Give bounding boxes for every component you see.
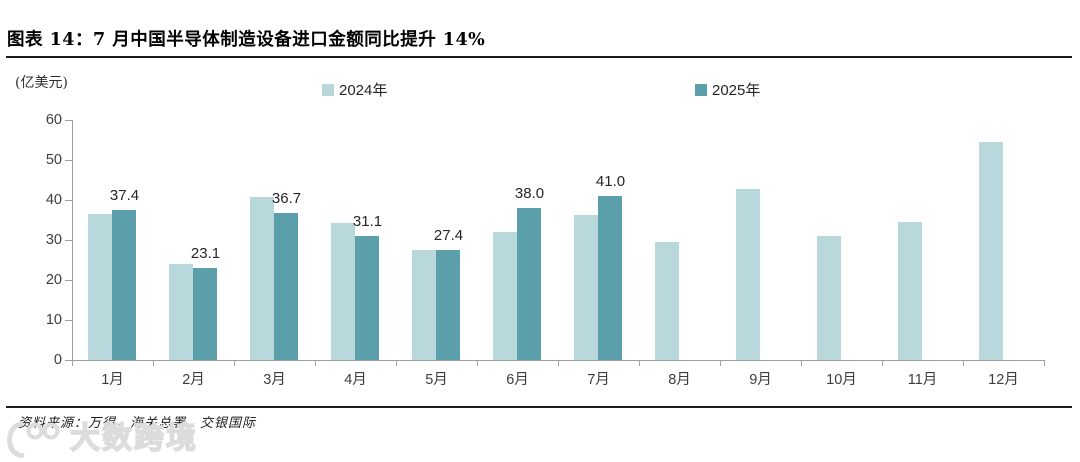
bar-2024年-8月	[655, 241, 679, 360]
x-tick-mark	[396, 360, 398, 366]
bar-2025年-1月	[112, 210, 136, 360]
y-tick-mark	[65, 160, 72, 162]
y-tick-label: 60	[45, 112, 62, 128]
x-tick-mark	[882, 360, 884, 366]
legend-swatch-2024	[322, 83, 334, 96]
x-tick-mark	[315, 360, 317, 366]
x-axis-label-8月: 8月	[668, 372, 691, 388]
title-divider-line	[6, 56, 1072, 58]
x-axis-label-7月: 7月	[587, 372, 610, 388]
x-tick-mark	[801, 360, 803, 366]
bar-2024年-5月	[412, 249, 436, 360]
x-tick-mark	[72, 360, 74, 366]
x-axis-label-9月: 9月	[749, 372, 772, 388]
x-tick-mark	[153, 360, 155, 366]
data-label-1月: 37.4	[109, 187, 140, 205]
x-axis-label-5月: 5月	[425, 372, 448, 388]
legend-label-2025: 2025年	[712, 82, 761, 99]
bar-2025年-6月	[517, 208, 541, 360]
y-tick-mark	[65, 200, 72, 202]
bar-2024年-3月	[250, 196, 274, 360]
bar-2025年-7月	[598, 196, 622, 360]
bar-2025年-3月	[274, 213, 298, 360]
data-label-6月: 38.0	[514, 185, 545, 202]
legend-item-2025: 2025年	[695, 79, 760, 100]
y-tick-label: 10	[45, 312, 62, 328]
x-tick-mark	[720, 360, 722, 366]
x-axis-label-6月: 6月	[506, 372, 529, 388]
data-label-5月: 27.4	[433, 227, 464, 245]
bar-2025年-2月	[193, 267, 217, 360]
x-axis-label-11月: 11月	[907, 372, 938, 388]
watermark: 大数跨境	[6, 420, 198, 458]
y-axis-unit-label: (亿美元)	[15, 75, 68, 91]
y-tick-mark	[65, 320, 72, 322]
x-tick-mark	[234, 360, 236, 366]
bar-2025年-4月	[355, 235, 379, 360]
data-label-4月: 31.1	[352, 212, 383, 230]
bar-2024年-9月	[736, 189, 760, 360]
data-label-7月: 41.0	[595, 173, 626, 190]
x-axis-label-12月: 12月	[988, 372, 1019, 388]
legend-item-2024: 2024年	[322, 79, 387, 100]
x-tick-mark	[1044, 360, 1046, 366]
bar-2024年-11月	[898, 222, 922, 360]
y-tick-label: 40	[45, 192, 62, 208]
y-tick-mark	[65, 240, 72, 242]
data-label-2月: 23.1	[190, 244, 221, 262]
chart-title: 图表 14：7 月中国半导体制造设备进口金额同比提升 14%	[7, 30, 486, 50]
y-tick-mark	[65, 280, 72, 282]
bar-2024年-4月	[331, 222, 355, 360]
legend-label-2024: 2024年	[339, 82, 388, 99]
x-axis-label-2月: 2月	[182, 372, 205, 388]
x-tick-mark	[558, 360, 560, 366]
bar-2024年-1月	[88, 214, 112, 360]
x-axis-label-10月: 10月	[826, 372, 857, 388]
x-tick-mark	[477, 360, 479, 366]
x-axis-label-1月: 1月	[101, 372, 124, 388]
watermark-text: 大数跨境	[69, 421, 198, 456]
y-tick-label: 30	[45, 232, 62, 248]
x-tick-mark	[963, 360, 965, 366]
y-tick-label: 0	[53, 352, 62, 368]
data-label-3月: 36.7	[271, 190, 302, 208]
legend-swatch-2025	[695, 83, 707, 96]
watermark-logo-icon	[6, 421, 60, 458]
bar-2024年-7月	[574, 215, 598, 360]
bar-2024年-10月	[817, 236, 841, 360]
bar-2024年-2月	[169, 263, 193, 360]
source-note: 资料来源：万得，海关总署，交银国际	[18, 416, 257, 431]
y-axis-line	[72, 120, 74, 365]
x-axis-label-3月: 3月	[263, 372, 286, 388]
y-tick-mark	[65, 120, 72, 122]
y-tick-mark	[65, 360, 72, 362]
y-tick-label: 20	[45, 272, 62, 288]
bar-2024年-12月	[979, 142, 1003, 360]
bar-2025年-5月	[436, 250, 460, 360]
y-tick-label: 50	[45, 152, 62, 168]
bar-2024年-6月	[493, 231, 517, 360]
x-tick-mark	[639, 360, 641, 366]
footer-divider-line	[6, 406, 1072, 408]
x-axis-label-4月: 4月	[344, 372, 367, 388]
